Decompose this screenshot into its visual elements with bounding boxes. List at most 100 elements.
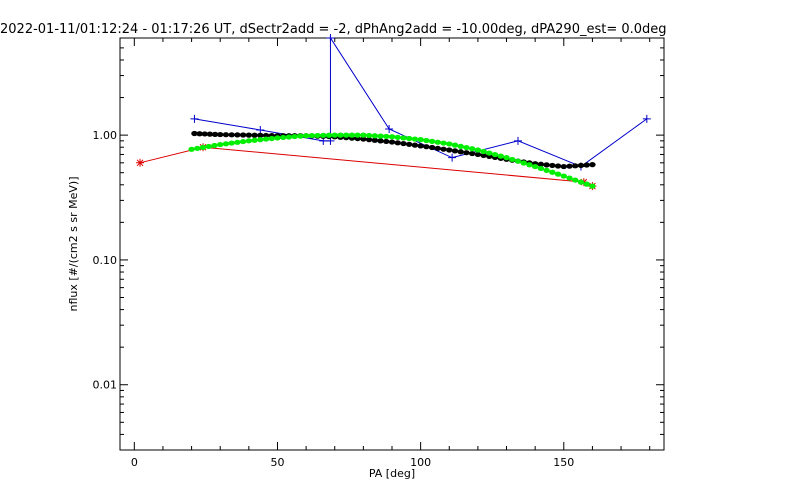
plus-marker [190,114,199,123]
series-dot [554,171,562,177]
series-dot [206,131,214,137]
plus-marker [256,125,265,134]
series-dot [228,140,235,146]
series-dot [371,137,379,143]
series-dot [537,161,545,167]
series-dot [543,167,550,173]
series-dot [194,145,201,151]
series-dot [388,139,396,145]
y-axis-label: nflux [#/(cm2 s sr MeV)] [67,177,80,312]
plus-marker [513,136,522,145]
plus-marker [385,124,394,133]
plus-marker [326,34,335,42]
series-dot [388,134,396,140]
x-tick-label: 100 [410,456,431,469]
series-dot [400,140,407,147]
series-dot [554,163,562,169]
series-layer [136,34,651,191]
series-dot [549,162,556,169]
star-marker [136,158,145,167]
series-dot [217,141,224,148]
series-dot [446,141,453,147]
series-dot [486,150,493,156]
series-dot [480,148,487,155]
series-dot [451,148,459,154]
series-dot [297,133,304,139]
series-dot [577,162,585,169]
series-dot [320,132,327,138]
series-dot [446,147,453,153]
series-dot [560,163,567,170]
series-dot [274,135,281,141]
series-dot [543,162,550,168]
series-dot [405,135,413,142]
series-dot [474,147,482,153]
series-line [139,146,593,187]
y-axis: 0.01 0.10 1.00 [93,37,664,451]
series-dot [514,158,522,164]
series-dot [234,139,241,145]
series-dot [377,138,384,144]
series-dot [400,135,407,141]
series-dot [217,131,224,138]
series-dot [589,162,596,168]
series-dot [526,162,533,168]
series-dot [196,131,203,137]
series-dot [457,149,464,155]
series-dot [428,138,436,144]
series-dot [383,138,390,145]
series-dot [239,138,247,145]
series-dot [251,132,258,138]
series-dot [354,132,361,138]
series-dot [377,133,384,139]
series-dot [520,160,527,166]
series-dot [201,131,208,137]
series-dot [360,132,367,138]
plus-marker [448,153,457,162]
series-dot [342,132,350,138]
series-dot [280,134,287,141]
series-dot [434,145,442,151]
series-dot [440,146,447,152]
series-dot [463,150,470,156]
series-dot [589,183,596,189]
series-dot [423,137,430,144]
series-dot [360,136,367,142]
series-dot [583,181,590,187]
series-dot [457,143,464,149]
series-dot [503,155,510,161]
series-dot [365,132,373,139]
series-dot [371,133,379,139]
series-dot [302,133,310,139]
series-dot [245,138,253,144]
y-tick-label: 1.00 [93,129,118,142]
series-dot [560,173,567,179]
series-dot [205,143,212,150]
series-dot [405,141,413,147]
series-dot [337,132,344,138]
series-dot [549,169,556,175]
series-dot [257,137,264,143]
series-dot [291,133,298,140]
series-dot [572,177,579,183]
series-dot [245,132,253,138]
series-dot [199,144,207,151]
x-tick-label: 50 [270,456,284,469]
series-dot [468,146,476,152]
x-axis: 0 50 100 150 [131,38,651,469]
x-tick-label: 150 [553,456,574,469]
series-dot [566,163,573,169]
series-dot [285,134,293,140]
series-dot [583,162,590,168]
series-dot [566,175,573,181]
y-tick-label: 0.01 [93,379,118,392]
series-dot [572,163,579,169]
series-0 [190,34,651,171]
series-dot [211,142,218,149]
series-dot [451,142,459,148]
series-dot [434,139,442,145]
series-dot [234,132,241,138]
series-dot [222,132,230,138]
series-dot [394,134,401,140]
